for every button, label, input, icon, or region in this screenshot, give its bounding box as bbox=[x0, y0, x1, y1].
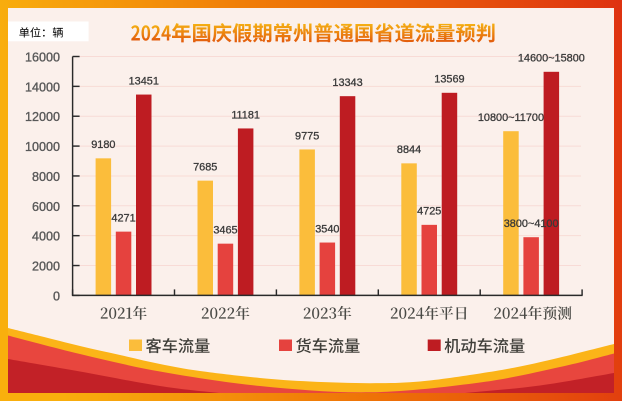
svg-text:3540: 3540 bbox=[315, 223, 339, 235]
svg-text:11181: 11181 bbox=[231, 109, 260, 121]
svg-text:13343: 13343 bbox=[332, 77, 362, 89]
svg-text:16000: 16000 bbox=[25, 51, 60, 65]
svg-text:7685: 7685 bbox=[193, 161, 217, 173]
svg-text:3465: 3465 bbox=[213, 224, 237, 236]
svg-text:12000: 12000 bbox=[25, 110, 60, 124]
svg-text:9775: 9775 bbox=[295, 130, 319, 142]
svg-text:14600~15800: 14600~15800 bbox=[518, 53, 585, 65]
svg-text:8000: 8000 bbox=[32, 170, 60, 184]
svg-text:8844: 8844 bbox=[397, 144, 421, 156]
svg-text:9180: 9180 bbox=[91, 139, 115, 151]
svg-text:0: 0 bbox=[53, 289, 60, 303]
svg-text:4000: 4000 bbox=[32, 230, 60, 244]
svg-text:13569: 13569 bbox=[434, 74, 464, 86]
svg-text:10000: 10000 bbox=[25, 140, 60, 154]
svg-text:4271: 4271 bbox=[111, 212, 135, 224]
svg-text:14000: 14000 bbox=[25, 80, 60, 94]
svg-text:4725: 4725 bbox=[417, 206, 441, 218]
svg-text:10800~11700: 10800~11700 bbox=[478, 112, 544, 124]
svg-text:13451: 13451 bbox=[129, 75, 159, 87]
svg-text:2000: 2000 bbox=[32, 260, 60, 274]
svg-text:6000: 6000 bbox=[32, 200, 60, 214]
svg-text:3800~4100: 3800~4100 bbox=[504, 218, 559, 230]
